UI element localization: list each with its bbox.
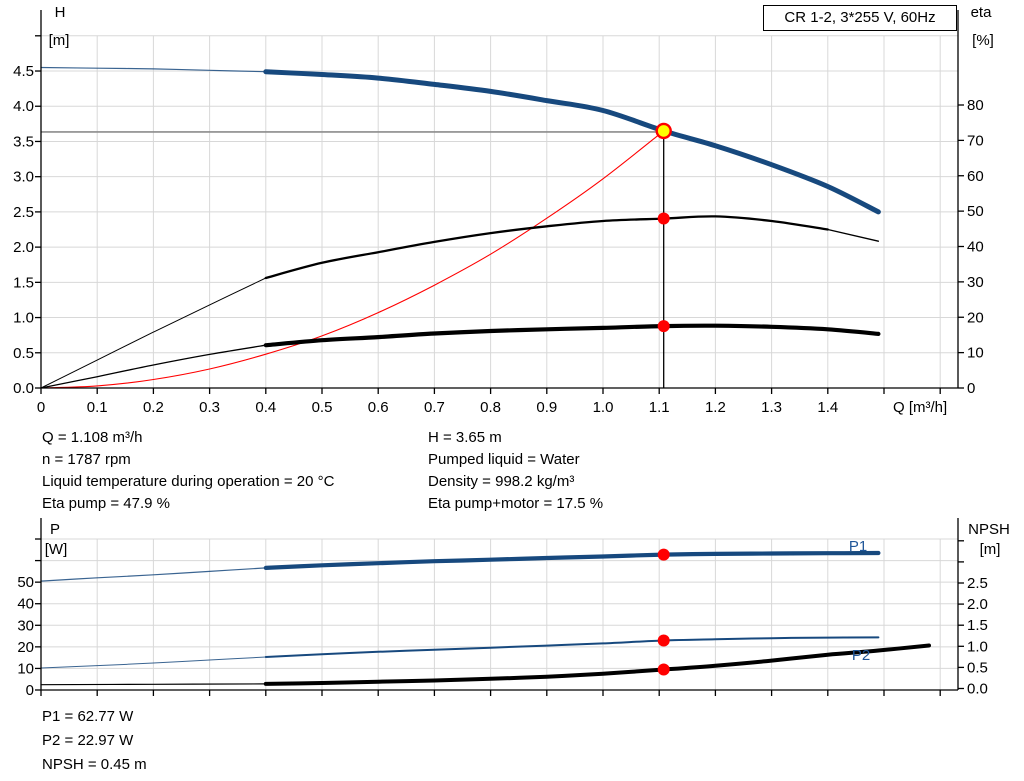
y-left-tick-label: 2.5 bbox=[13, 204, 34, 221]
npsh-axis-unit: [m] bbox=[980, 541, 1001, 558]
y-right-tick-label: 80 bbox=[967, 97, 984, 114]
p-axis-unit: [W] bbox=[45, 541, 68, 558]
x-tick-label: 0.5 bbox=[312, 399, 333, 416]
h_curve-curve bbox=[40, 66, 267, 73]
y-right-tick-label: 1.0 bbox=[967, 638, 988, 655]
eta-axis-title: eta bbox=[971, 4, 993, 21]
operating-data-right: H = 3.65 m Pumped liquid = Water Density… bbox=[428, 427, 603, 515]
annotation-p2: P2 = 22.97 W bbox=[42, 732, 134, 749]
annotation-q: Q = 1.108 m³/h bbox=[42, 429, 143, 446]
p1-curve bbox=[40, 567, 267, 582]
x-tick-label: 1.0 bbox=[593, 399, 614, 416]
pump-model-title-box: CR 1-2, 3*255 V, 60Hz bbox=[763, 5, 957, 31]
annotation-pumped-liquid: Pumped liquid = Water bbox=[428, 451, 580, 468]
eta_pump_motor-curve bbox=[40, 344, 267, 389]
x-tick-label: 0.3 bbox=[199, 399, 220, 416]
y-left-tick-label: 50 bbox=[17, 574, 34, 591]
y-right-tick-label: 0.0 bbox=[967, 681, 988, 698]
annotation-eta-pump: Eta pump = 47.9 % bbox=[42, 495, 170, 512]
y-right-tick-label: 2.5 bbox=[967, 575, 988, 592]
y-right-tick-label: 2.0 bbox=[967, 596, 988, 613]
x-tick-label: 0.8 bbox=[480, 399, 501, 416]
y-right-tick-label: 10 bbox=[967, 345, 984, 362]
y-right-tick-label: 50 bbox=[967, 203, 984, 220]
x-tick-label: 0.2 bbox=[143, 399, 164, 416]
p2-marker bbox=[657, 634, 670, 647]
x-tick-label: 1.4 bbox=[817, 399, 838, 416]
eta_pump-curve bbox=[40, 277, 267, 389]
p-axis-title: P bbox=[50, 521, 60, 538]
p2-curve bbox=[40, 656, 267, 669]
p1-curve-label: P1 bbox=[849, 538, 867, 555]
npsh-curve bbox=[40, 683, 267, 686]
annotation-liquid-temp: Liquid temperature during operation = 20… bbox=[42, 473, 335, 490]
eta-pump-motor-marker bbox=[657, 320, 670, 333]
y-right-tick-label: 60 bbox=[967, 168, 984, 185]
y-left-tick-label: 3.0 bbox=[13, 169, 34, 186]
y-right-tick-label: 30 bbox=[967, 274, 984, 291]
eta-axis-unit: [%] bbox=[972, 32, 994, 49]
p1-curve bbox=[263, 550, 881, 570]
system_curve-curve bbox=[40, 130, 665, 389]
x-tick-label: 1.3 bbox=[761, 399, 782, 416]
eta_pump-curve bbox=[827, 228, 880, 242]
y-right-tick-label: 70 bbox=[967, 132, 984, 149]
y-right-tick-label: 20 bbox=[967, 309, 984, 326]
annotation-p1: P1 = 62.77 W bbox=[42, 708, 134, 725]
x-tick-label: 0.6 bbox=[368, 399, 389, 416]
p2-curve-label: P2 bbox=[852, 647, 870, 664]
y-right-tick-label: 1.5 bbox=[967, 617, 988, 634]
npsh-curve bbox=[263, 643, 931, 686]
y-left-tick-label: 10 bbox=[17, 660, 34, 677]
y-left-tick-label: 1.5 bbox=[13, 274, 34, 291]
y-left-tick-label: 1.0 bbox=[13, 310, 34, 327]
annotation-h: H = 3.65 m bbox=[428, 429, 502, 446]
npsh-marker bbox=[657, 663, 670, 676]
x-tick-label: 0.1 bbox=[87, 399, 108, 416]
x-tick-label: 1.1 bbox=[649, 399, 670, 416]
p1-marker bbox=[657, 548, 670, 561]
annotation-density: Density = 998.2 kg/m³ bbox=[428, 473, 575, 490]
h-axis-unit: [m] bbox=[49, 32, 70, 49]
y-left-tick-label: 0.0 bbox=[13, 380, 34, 397]
power-data: P1 = 62.77 W P2 = 22.97 W NPSH = 0.45 m bbox=[42, 705, 147, 777]
npsh-axis-title: NPSH bbox=[968, 521, 1010, 538]
y-left-tick-label: 3.5 bbox=[13, 133, 34, 150]
duty-point-marker[interactable] bbox=[655, 122, 672, 140]
x-tick-label: 0.4 bbox=[255, 399, 276, 416]
x-tick-label: 0.9 bbox=[536, 399, 557, 416]
x-tick-label: 0.7 bbox=[424, 399, 445, 416]
y-left-tick-label: 0.5 bbox=[13, 345, 34, 362]
h_curve-curve bbox=[263, 69, 881, 215]
y-left-tick-label: 4.0 bbox=[13, 98, 34, 115]
x-tick-label: 1.2 bbox=[705, 399, 726, 416]
y-right-tick-label: 0.5 bbox=[967, 659, 988, 676]
h-axis-title: H bbox=[55, 4, 66, 21]
x-tick-label: 0 bbox=[37, 399, 45, 416]
eta_pump-curve bbox=[264, 215, 829, 280]
eta_pump_motor-curve bbox=[263, 323, 881, 348]
y-left-tick-label: 30 bbox=[17, 617, 34, 634]
y-right-tick-label: 40 bbox=[967, 239, 984, 256]
annotation-eta-pump-motor: Eta pump+motor = 17.5 % bbox=[428, 495, 604, 512]
operating-data-left: Q = 1.108 m³/h n = 1787 rpm Liquid tempe… bbox=[42, 427, 334, 515]
eta-pump-marker bbox=[657, 212, 670, 225]
y-left-tick-label: 0 bbox=[26, 682, 34, 699]
y-left-tick-label: 4.5 bbox=[13, 63, 34, 80]
y-left-tick-label: 20 bbox=[17, 639, 34, 656]
y-left-tick-label: 2.0 bbox=[13, 239, 34, 256]
y-left-tick-label: 40 bbox=[17, 596, 34, 613]
p2-curve bbox=[264, 636, 880, 658]
y-right-tick-label: 0 bbox=[967, 380, 975, 397]
q-axis-title: Q [m³/h] bbox=[893, 399, 947, 416]
annotation-npsh: NPSH = 0.45 m bbox=[42, 756, 147, 773]
annotation-n: n = 1787 rpm bbox=[42, 451, 131, 468]
